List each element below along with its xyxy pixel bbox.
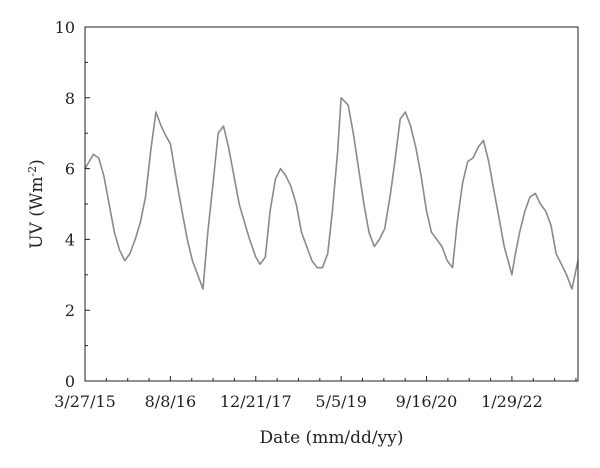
- x-tick-label: 5/5/19: [315, 392, 367, 411]
- y-axis-title: UV (Wm-2): [26, 159, 47, 249]
- x-tick-label: 1/29/22: [481, 392, 543, 411]
- y-axis-title-superscript: -2: [26, 166, 39, 177]
- y-tick-label: 2: [65, 301, 75, 320]
- y-axis-title-close: ): [27, 159, 47, 166]
- y-tick-label: 10: [55, 18, 75, 37]
- x-axis-ticks: 3/27/15 8/8/16 12/21/17 5/5/19 9/16/20 1/29/2…: [54, 376, 577, 411]
- y-tick-label: 6: [65, 160, 75, 179]
- x-tick-label: 9/16/20: [396, 392, 458, 411]
- series-line-0: [84, 97, 579, 290]
- y-tick-label: 8: [65, 89, 75, 108]
- x-tick-label: 12/21/17: [220, 392, 292, 411]
- x-tick-label: 3/27/15: [54, 392, 116, 411]
- x-axis-title: Date (mm/dd/yy): [260, 428, 404, 448]
- series-layer: [84, 97, 579, 290]
- y-tick-label: 0: [65, 372, 75, 391]
- x-tick-label: 8/8/16: [145, 392, 197, 411]
- y-axis-ticks: 0 2 4 6 8 10: [55, 18, 90, 391]
- plot-frame: [84, 26, 579, 382]
- y-tick-label: 4: [65, 230, 75, 249]
- y-axis-title-main: UV (Wm: [27, 177, 47, 249]
